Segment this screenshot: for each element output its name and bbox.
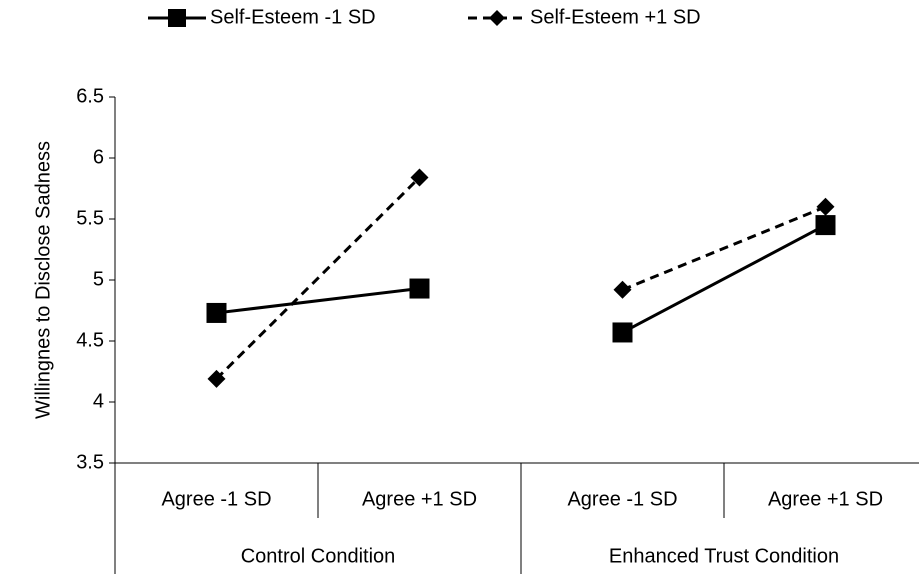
legend-label: Self-Esteem +1 SD	[530, 6, 701, 28]
line	[215, 176, 421, 380]
line	[621, 205, 827, 292]
marker	[816, 197, 835, 216]
marker	[207, 369, 226, 388]
marker	[206, 302, 227, 323]
legend-label: Self-Esteem -1 SD	[210, 6, 376, 28]
x-tick-label: Agree +1 SD	[362, 488, 477, 510]
marker	[409, 278, 430, 299]
y-tick-label: 6	[93, 146, 104, 168]
group-label: Enhanced Trust Condition	[609, 545, 839, 567]
y-tick-label: 5	[93, 268, 104, 290]
y-axis-label: Willingnes to Disclose Sadness	[32, 141, 54, 419]
y-tick-label: 6.5	[76, 85, 104, 107]
marker	[168, 9, 186, 27]
line	[216, 287, 420, 315]
x-tick-label: Agree -1 SD	[161, 488, 271, 510]
line	[621, 223, 827, 334]
y-tick-label: 4	[93, 390, 104, 412]
marker	[612, 322, 633, 343]
x-tick-label: Agree -1 SD	[567, 488, 677, 510]
group-label: Control Condition	[241, 545, 396, 567]
x-tick-label: Agree +1 SD	[768, 488, 883, 510]
marker	[815, 215, 836, 236]
marker	[410, 168, 429, 187]
y-tick-label: 5.5	[76, 207, 104, 229]
marker	[489, 10, 505, 26]
marker	[613, 280, 632, 299]
y-tick-label: 4.5	[76, 329, 104, 351]
y-tick-label: 3.5	[76, 451, 104, 473]
